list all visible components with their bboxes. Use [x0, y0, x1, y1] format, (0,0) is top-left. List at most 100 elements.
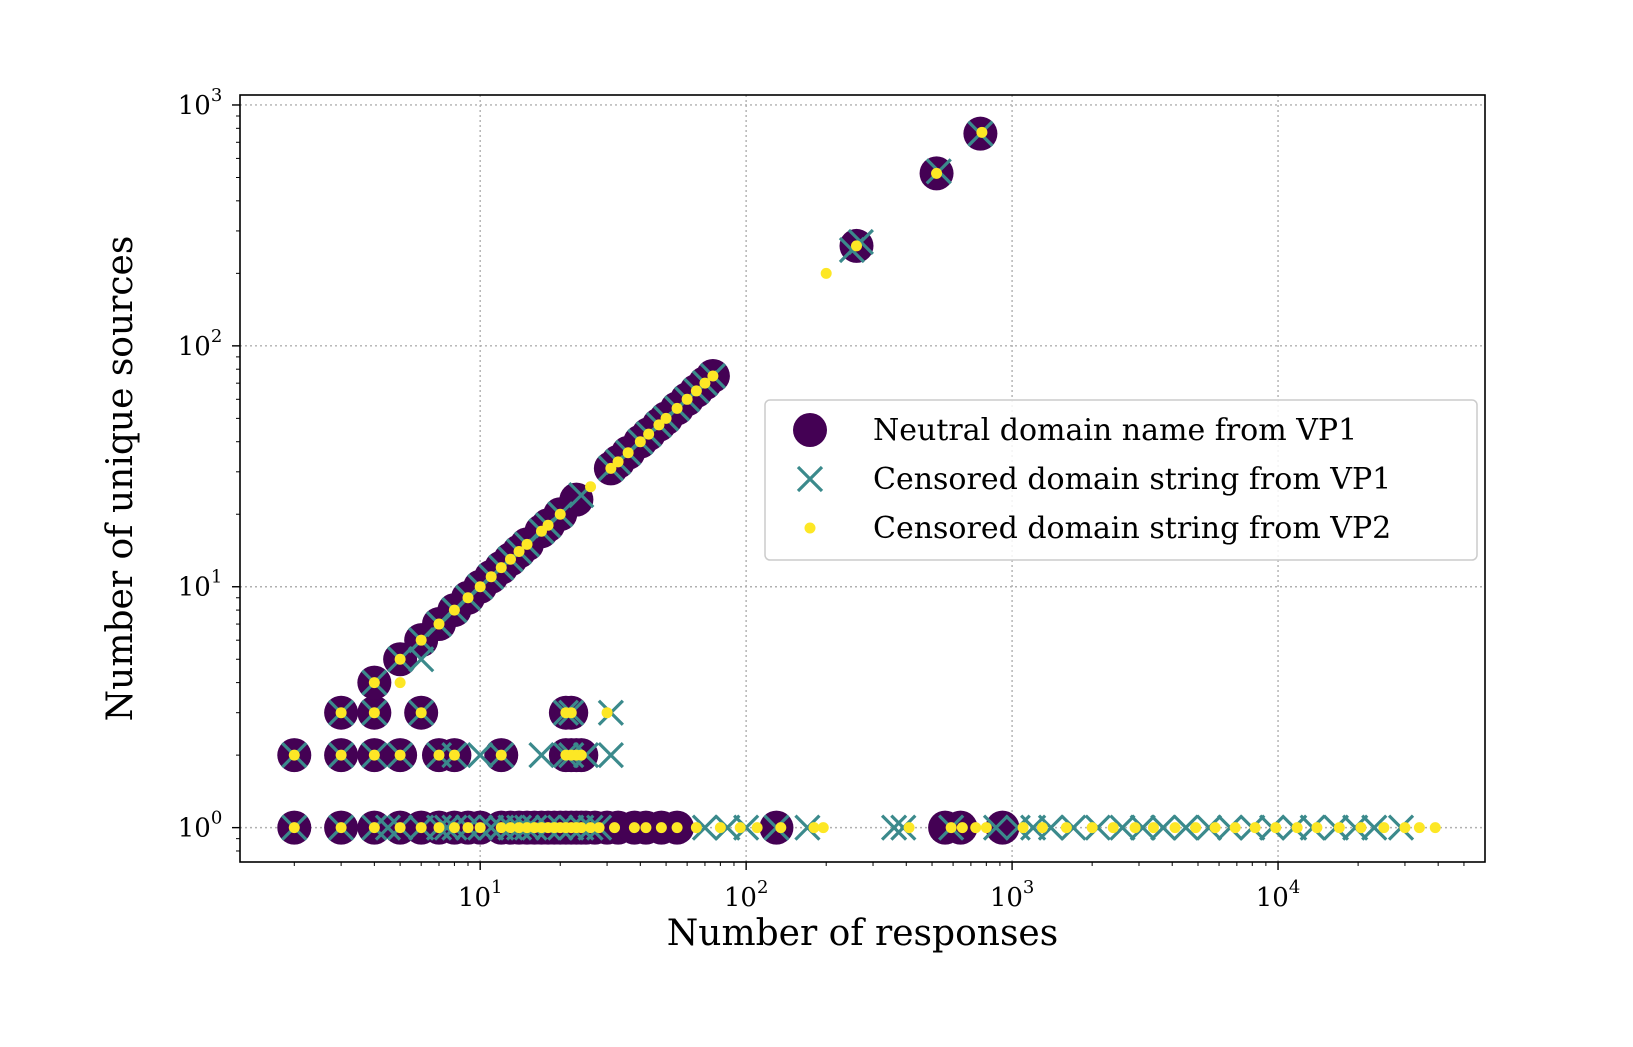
data-point-dot [1190, 822, 1202, 834]
data-point-dot [653, 419, 665, 431]
legend-item: Censored domain string from VP1 [796, 462, 1391, 497]
data-point-dot [1429, 822, 1441, 834]
x-tick-label: 104 [1256, 877, 1301, 913]
data-point-dot [1378, 822, 1390, 834]
data-point-dot [448, 749, 460, 761]
data-point-dot [1107, 822, 1119, 834]
data-point-x [467, 741, 494, 769]
data-point-dot [368, 707, 380, 719]
data-point-dot [335, 749, 347, 761]
data-point-dot [976, 126, 988, 138]
data-point-x [528, 741, 555, 769]
data-point-dot [655, 822, 667, 834]
data-point-dot [671, 822, 683, 834]
data-point-dot [415, 822, 427, 834]
legend-marker-circle [793, 413, 827, 447]
data-point-dot [585, 822, 597, 834]
data-point-dot [690, 822, 702, 834]
data-point-dot [1413, 822, 1425, 834]
data-point-dot [462, 592, 474, 604]
data-point-dot [931, 167, 943, 179]
data-point-dot [1249, 822, 1261, 834]
data-point-dot [474, 581, 486, 593]
data-point-dot [851, 240, 863, 252]
data-point-x [478, 814, 505, 841]
data-point-dot [1270, 822, 1282, 834]
x-tick-label: 102 [724, 877, 769, 913]
data-point-x [408, 646, 435, 673]
data-point-x [1172, 814, 1199, 841]
data-point-dot [394, 822, 406, 834]
data-point-dot [495, 749, 507, 761]
data-point-x [733, 814, 760, 841]
legend-label: Censored domain string from VP1 [873, 462, 1391, 497]
data-point-x [1361, 814, 1388, 841]
data-point-dot [1060, 822, 1072, 834]
data-point-dot [817, 822, 829, 834]
data-point-dot [1147, 822, 1159, 834]
data-point-x [1150, 814, 1177, 841]
data-point-x [982, 814, 1010, 841]
data-point-x [794, 814, 821, 841]
legend-item: Censored domain string from VP2 [804, 511, 1391, 546]
data-point-dot [575, 822, 587, 834]
data-point-dot [1169, 822, 1181, 834]
legend-label: Neutral domain name from VP1 [873, 413, 1357, 448]
data-point-dot [601, 707, 613, 719]
data-point-dot [521, 538, 533, 550]
data-point-dot [612, 456, 624, 468]
data-point-dot [394, 677, 406, 689]
data-point-dot [1399, 822, 1411, 834]
data-point-dot [609, 822, 621, 834]
x-tick-label: 101 [458, 877, 503, 913]
data-point-dot [1209, 822, 1221, 834]
data-point-dot [462, 822, 474, 834]
data-point-dot [671, 402, 683, 414]
legend-marker-x [796, 465, 824, 493]
data-point-dot [485, 571, 497, 583]
data-point-dot [433, 822, 445, 834]
data-point-dot [513, 822, 525, 834]
data-point-dot [415, 634, 427, 646]
data-point-dot [448, 604, 460, 616]
data-point-x [1084, 814, 1111, 841]
data-point-dot [554, 508, 566, 520]
data-point-x [1195, 814, 1223, 841]
data-point-dot [565, 707, 577, 719]
data-point-dot [690, 385, 702, 397]
data-point-dot [980, 822, 992, 834]
data-point-dot [394, 653, 406, 665]
data-point-dot [945, 822, 957, 834]
data-point-dot [605, 462, 617, 474]
data-point-dot [751, 822, 763, 834]
legend-item: Neutral domain name from VP1 [793, 413, 1357, 448]
data-point-dot [808, 822, 820, 834]
data-point-dot [575, 749, 587, 761]
data-point-dot [1291, 822, 1303, 834]
series-3 [288, 126, 1441, 834]
data-point-dot [1333, 822, 1345, 834]
data-point-dot [1086, 822, 1098, 834]
data-point-dot [335, 707, 347, 719]
legend-box [764, 399, 1478, 561]
data-point-x [597, 741, 624, 769]
data-point-dot [1036, 822, 1048, 834]
data-point-dot [495, 822, 507, 834]
data-point-dot [288, 749, 300, 761]
data-point-dot [474, 822, 486, 834]
data-point-dot [707, 370, 719, 382]
y-tick-label: 100 [178, 808, 223, 844]
y-tick-label: 101 [178, 567, 223, 603]
x-axis-label: Number of responses [667, 913, 1058, 954]
data-point-dot [585, 481, 597, 493]
data-point-dot [1355, 822, 1367, 834]
data-point-x [433, 814, 461, 841]
data-point-dot [1017, 822, 1029, 834]
data-point-x [374, 814, 402, 841]
data-point-dot [775, 822, 787, 834]
data-point-dot [643, 428, 655, 440]
data-point-x [1060, 814, 1087, 841]
data-point-dot [634, 436, 646, 448]
data-point-x [1342, 814, 1369, 841]
